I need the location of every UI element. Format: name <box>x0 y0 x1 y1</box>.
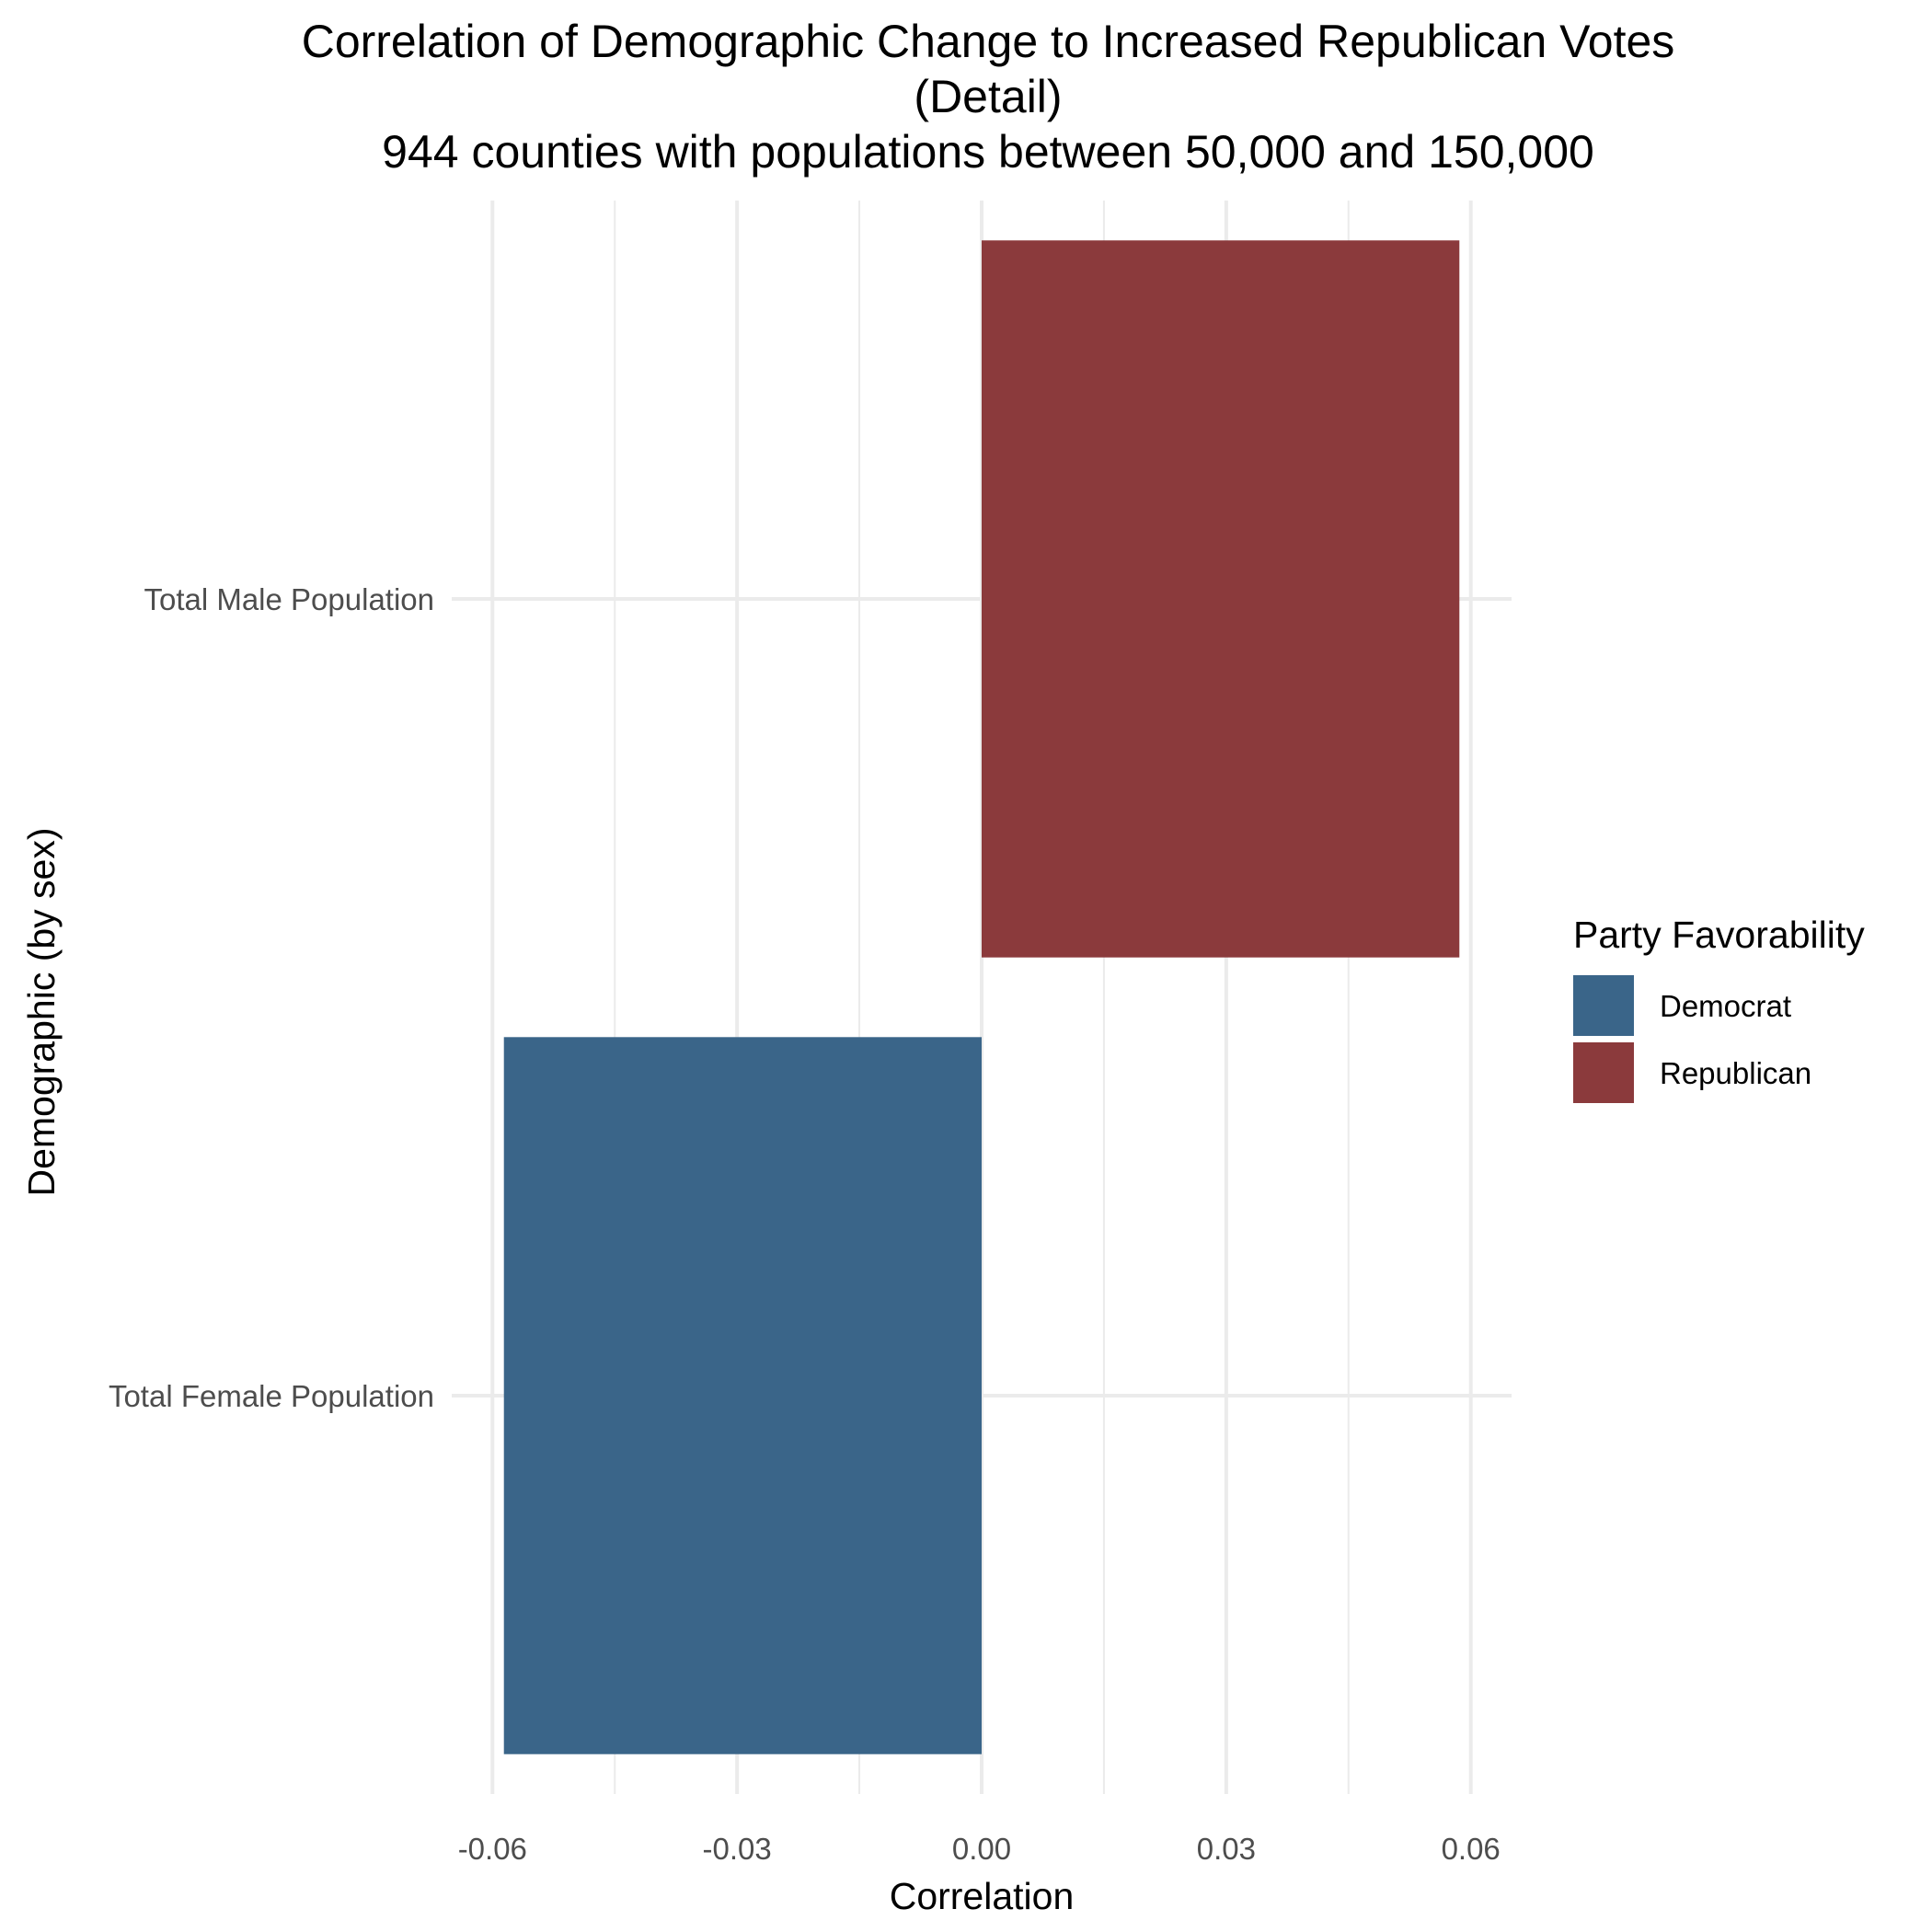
x-tick-label: 0.06 <box>1442 1832 1501 1866</box>
legend-swatch-republican <box>1573 1042 1634 1103</box>
x-tick-label: -0.03 <box>703 1832 772 1866</box>
y-axis-ticks: Total Male Population Total Female Popula… <box>109 582 434 1413</box>
legend: Party Favorability Democrat Republican <box>1573 914 1865 1103</box>
bar-total-female-population <box>503 1037 982 1754</box>
legend-title: Party Favorability <box>1573 914 1865 956</box>
bars <box>503 240 1460 1754</box>
legend-label-democrat: Democrat <box>1660 989 1791 1023</box>
y-tick-label: Total Male Population <box>144 582 434 616</box>
x-tick-label: 0.03 <box>1197 1832 1256 1866</box>
x-axis-ticks: -0.06 -0.03 0.00 0.03 0.06 <box>458 1832 1501 1866</box>
x-tick-label: -0.06 <box>458 1832 527 1866</box>
y-tick-label: Total Female Population <box>109 1379 434 1413</box>
bar-total-male-population <box>982 240 1460 958</box>
x-tick-label: 0.00 <box>952 1832 1011 1866</box>
chart-title-line-2: (Detail) <box>914 71 1062 122</box>
chart-subtitle: 944 counties with populations between 50… <box>382 126 1594 178</box>
chart-title-line-1: Correlation of Demographic Change to Inc… <box>302 16 1675 67</box>
chart-title: Correlation of Demographic Change to Inc… <box>302 16 1675 178</box>
legend-label-republican: Republican <box>1660 1056 1811 1090</box>
x-axis-title: Correlation <box>890 1875 1075 1917</box>
legend-swatch-democrat <box>1573 975 1634 1036</box>
y-axis-title: Demographic (by sex) <box>20 827 63 1196</box>
